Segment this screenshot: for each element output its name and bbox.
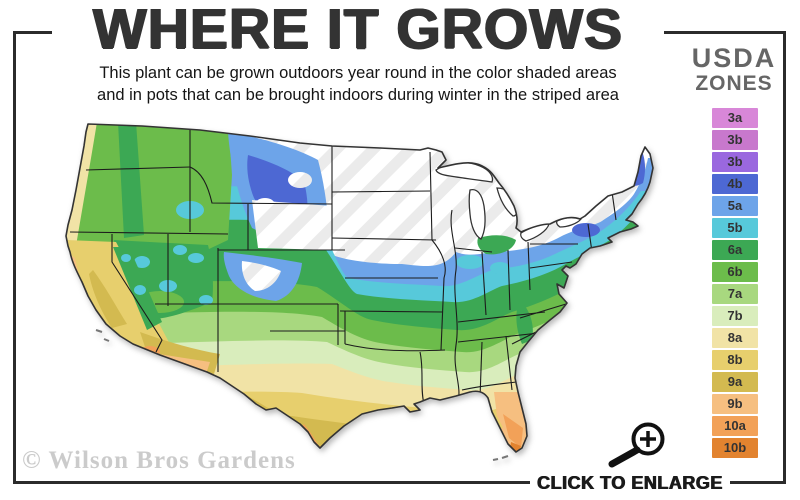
legend-zone-row: 5a [712,196,758,216]
legend-zone-row: 4b [712,174,758,194]
legend-zone-row: 3a [712,108,758,128]
subtitle: This plant can be grown outdoors year ro… [55,62,661,107]
islets [95,329,509,461]
legend-title-usda: USDA [691,43,777,73]
magnifier-plus-icon[interactable] [598,416,668,472]
legend-zone-row: 5b [712,218,758,238]
legend-zone-row: 7a [712,284,758,304]
legend-zone-row: 8b [712,350,758,370]
legend-zone-row: 3b [712,130,758,150]
watermark: © Wilson Bros Gardens [22,447,296,474]
legend-zone-row: 8a [712,328,758,348]
legend-zone-row: 10a [712,416,758,436]
legend-zone-list: 3a 3b 3b 4b 5a 5b 6a 6b 7a 7b 8a 8b 9a 9b 10a 10b [712,108,758,460]
legend-zone-row: 3b [712,152,758,172]
legend-zone-row: 7b [712,306,758,326]
great-lakes [435,161,582,242]
legend-zone-row: 6a [712,240,758,260]
click-to-enlarge-button[interactable]: CLICK TO ENLARGE [530,470,730,496]
legend-title-zones: ZONES [695,72,773,95]
legend-zone-row: 10b [712,438,758,458]
subtitle-line-1: This plant can be grown outdoors year ro… [99,64,617,82]
legend-zone-row: 9a [712,372,758,392]
subtitle-line-2: and in pots that can be brought indoors … [97,86,619,105]
legend-zone-row: 6b [712,262,758,282]
us-outline [65,123,654,453]
legend-header: USDA ZONES [686,44,782,96]
legend-zone-row: 9b [712,394,758,414]
page-title: WHERE IT GROWS [52,0,664,58]
